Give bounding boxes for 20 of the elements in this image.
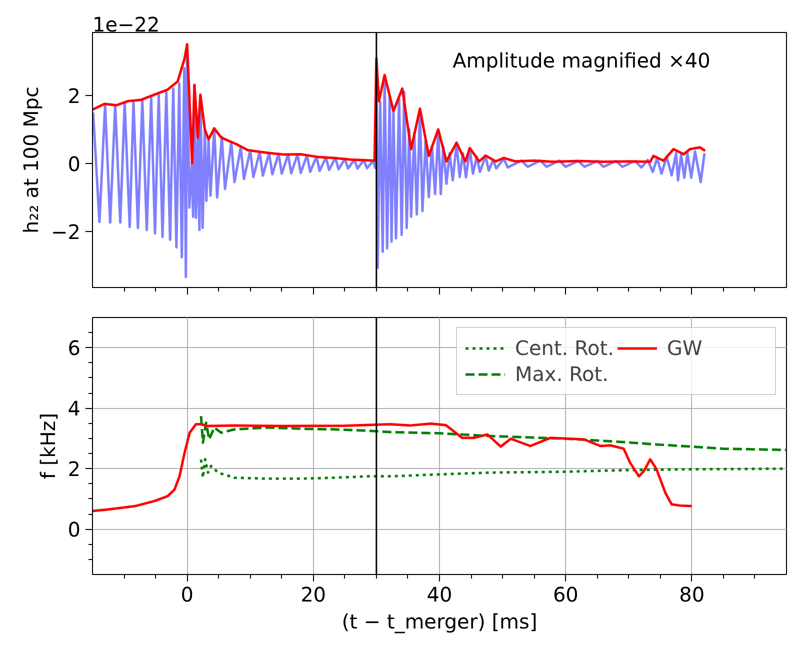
x-axis-title: (t − t_merger) [ms] [342,610,538,634]
y-tick-label: −2 [51,220,80,244]
ref-line-label: Amplitude magnified ×40 [452,48,710,72]
x-tick-label: 60 [552,582,578,606]
x-tick-label: 80 [679,582,705,606]
y-axis-title: h₂₂ at 100 Mpc [19,86,44,234]
y-tick-label: 4 [68,396,81,421]
x-tick-label: 0 [180,582,194,606]
y-tick-label: 2 [68,457,81,482]
x-tick-label: 20 [300,582,326,606]
x-tick-label: 40 [426,582,452,606]
y-tick-label: 0 [68,518,81,542]
y-axis-title: f [kHz] [36,412,60,480]
annotation: 1e−22 [92,12,160,36]
y-tick-label: 2 [68,84,81,108]
legend-label: Max. Rot. [515,362,610,386]
legend-label: Cent. Rot. [515,336,615,360]
y-tick-label: 0 [68,152,81,176]
legend-label: GW [667,336,704,360]
y-tick-label: 6 [68,336,81,360]
